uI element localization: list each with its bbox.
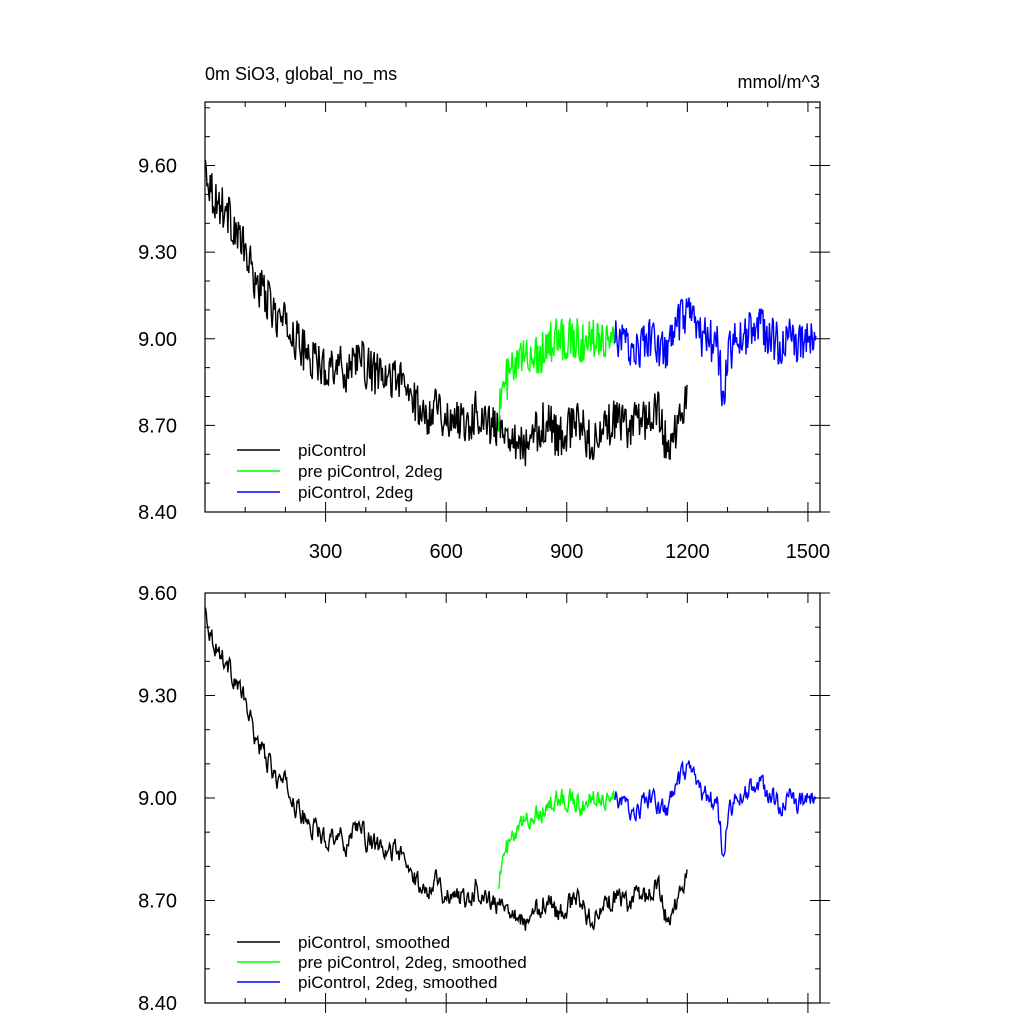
x-tick-label: 1200: [665, 541, 710, 563]
legend-label: piControl, 2deg, smoothed: [298, 973, 497, 992]
series-line-3: [614, 760, 817, 858]
top-panel: 0m SiO3, global_no_ms mmol/m^3 300 600 900 12…: [138, 64, 830, 563]
series-line-1: [205, 607, 688, 931]
legend-label: pre piControl, 2deg: [298, 462, 443, 481]
y-tick-label: 9.30: [138, 686, 177, 708]
y-tick-label: 9.30: [138, 242, 177, 264]
y-tick-label: 9.60: [138, 156, 177, 178]
x-tick-label: 1500: [786, 541, 831, 563]
series-line-1: [205, 159, 688, 467]
legend-label: piControl, 2deg: [298, 483, 413, 502]
y-tick-label: 8.40: [138, 993, 177, 1015]
series-line-2: [497, 788, 616, 890]
y-tick-label: 9.00: [138, 329, 177, 351]
legend-label: pre piControl, 2deg, smoothed: [298, 953, 527, 972]
series-line-2: [497, 318, 616, 432]
y-tick-label: 8.70: [138, 891, 177, 913]
units-label: mmol/m^3: [738, 72, 820, 92]
chart-title: 0m SiO3, global_no_ms: [205, 64, 397, 85]
plot-frame: [204, 101, 821, 513]
x-tick-label: 600: [429, 541, 462, 563]
y-tick-label: 9.60: [138, 583, 177, 605]
x-tick-label: 900: [550, 541, 583, 563]
y-tick-label: 8.40: [138, 502, 177, 524]
y-tick-label: 9.00: [138, 788, 177, 810]
x-tick-label: 300: [309, 541, 342, 563]
y-tick-label: 8.70: [138, 415, 177, 437]
legend-label: piControl: [298, 441, 366, 460]
legend-label: piControl, smoothed: [298, 933, 450, 952]
series-line-3: [614, 297, 817, 407]
